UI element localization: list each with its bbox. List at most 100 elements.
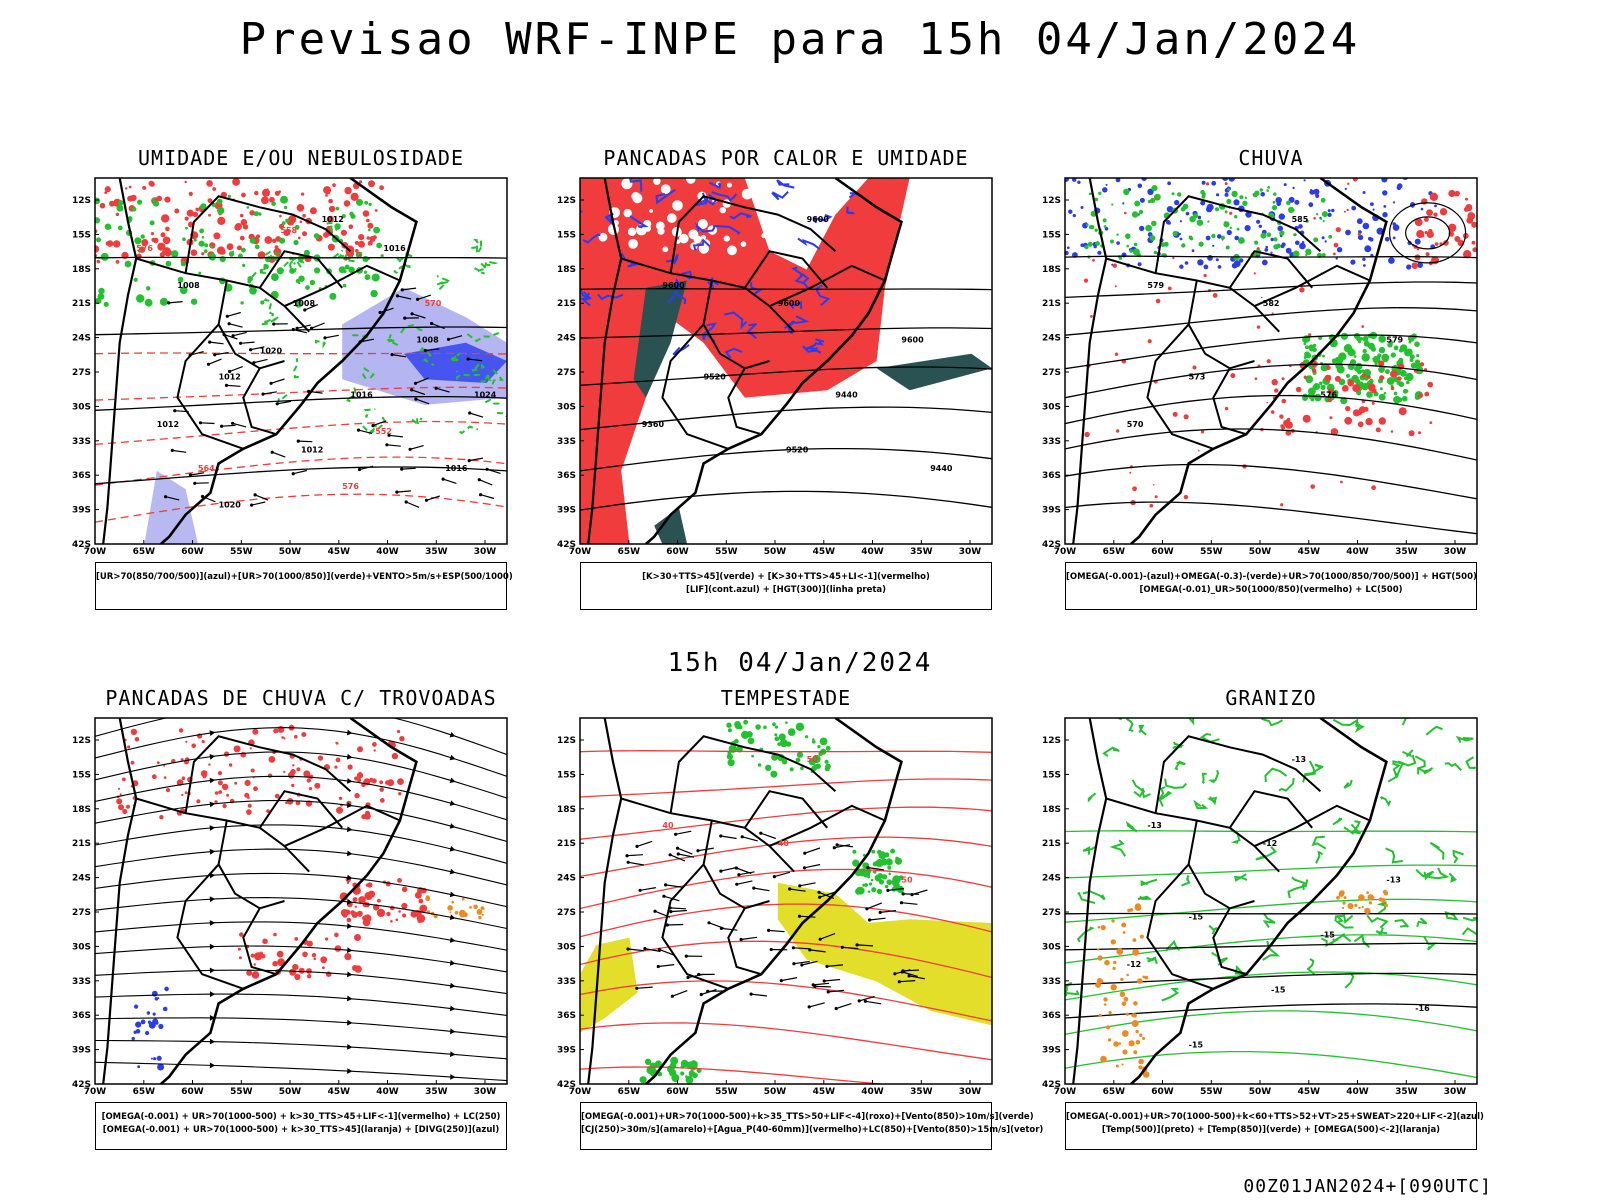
lon-tick-label: 30W xyxy=(959,1087,982,1097)
coastline xyxy=(1130,718,1388,1084)
rain-red xyxy=(1254,377,1258,380)
thunderstorm-red xyxy=(397,729,401,734)
lon-tick-label: 60W xyxy=(666,547,689,557)
omega-orange xyxy=(1104,959,1110,966)
wind-vector-head xyxy=(669,910,673,914)
wind-vector xyxy=(819,932,836,940)
rain-red xyxy=(1333,242,1339,248)
moisture-green xyxy=(136,294,145,303)
moisture-green xyxy=(190,298,198,305)
wind-850-green xyxy=(878,879,885,885)
contour-label: 9440 xyxy=(930,464,953,473)
lifted-index-contour xyxy=(655,188,676,205)
moisture-green xyxy=(305,285,310,290)
temp-850-contour xyxy=(1455,735,1474,744)
moisture-green xyxy=(303,249,310,256)
rain-red xyxy=(1280,424,1284,428)
rain-blue xyxy=(1364,245,1372,253)
thunderstorm-red xyxy=(388,740,392,745)
rain-blue xyxy=(1270,237,1274,242)
coastline xyxy=(1072,718,1108,1084)
temp-850-contour xyxy=(1287,879,1309,899)
rain-green xyxy=(1313,237,1319,243)
wind-vector-head xyxy=(657,948,662,952)
rain-green xyxy=(1180,206,1186,212)
thunderstorm-orange xyxy=(481,907,485,910)
wind-vector xyxy=(397,295,412,300)
wind-vector-head xyxy=(739,937,743,942)
rain-green xyxy=(1336,365,1345,374)
rain-red xyxy=(1286,418,1290,423)
temp-850-contour xyxy=(1402,749,1414,758)
rain-red xyxy=(1418,393,1423,398)
lat-tick-label: 18S xyxy=(557,805,576,815)
wind-vector-head xyxy=(404,500,408,504)
thunderstorm-red xyxy=(292,963,299,971)
wind-vector-head xyxy=(403,316,407,320)
wind-vector-head xyxy=(261,392,265,396)
wind-850-green xyxy=(649,1062,657,1070)
rain-green xyxy=(1134,200,1141,207)
rain-red xyxy=(1327,397,1333,403)
omega-orange xyxy=(1106,1025,1111,1030)
wind-vector-head xyxy=(413,381,418,385)
lifted-index-contour xyxy=(846,206,855,215)
omega-orange xyxy=(1098,1013,1102,1018)
wind-vector xyxy=(415,377,429,384)
divergence-blue xyxy=(147,1020,152,1024)
omega-orange xyxy=(1115,1064,1119,1068)
lon-tick-label: 50W xyxy=(1249,547,1272,557)
rain-blue xyxy=(1434,204,1437,208)
contour-label: 9440 xyxy=(835,391,858,400)
rain-red xyxy=(1154,495,1158,499)
contour-label: 579 xyxy=(1386,336,1403,345)
thunderstorm-red xyxy=(134,737,140,742)
flow-arrow-icon xyxy=(347,995,353,1002)
wind-850-green xyxy=(898,875,904,881)
temp-850-contour xyxy=(1376,901,1387,915)
wind-850-green xyxy=(893,876,898,881)
moisture-red xyxy=(207,198,213,203)
rain-red xyxy=(1092,258,1095,262)
wind-vector xyxy=(448,335,463,340)
rain-red xyxy=(1366,375,1371,379)
lat-tick-label: 36S xyxy=(1042,1011,1061,1021)
omega-orange xyxy=(1110,984,1117,991)
thunderstorm-red xyxy=(163,776,167,779)
thunderstorm-orange xyxy=(459,910,466,918)
rain-blue xyxy=(1295,240,1300,246)
rain-red xyxy=(1330,428,1339,436)
thunderstorm-red xyxy=(419,904,428,913)
wind-vector-head xyxy=(893,972,897,976)
rain-red xyxy=(1266,401,1268,404)
thunderstorm-red xyxy=(252,728,259,735)
wind-vector-head xyxy=(696,849,700,853)
wind-vector-head xyxy=(662,894,666,898)
omega-orange xyxy=(1100,925,1106,931)
rain-green xyxy=(1319,381,1323,386)
wind-vector-head xyxy=(899,901,904,905)
humidity-contour xyxy=(315,339,327,349)
temp-850-contour xyxy=(1161,987,1179,1002)
lat-tick-label: 39S xyxy=(1042,506,1061,516)
rain-blue xyxy=(1327,212,1332,217)
wind-850-green xyxy=(875,859,884,867)
rain-green xyxy=(1397,397,1403,403)
rain-green xyxy=(1393,345,1399,351)
lon-tick-label: 55W xyxy=(715,1087,738,1097)
wind-vector-head xyxy=(296,439,300,443)
wind-vector-head xyxy=(295,326,299,330)
omega-orange xyxy=(1113,1041,1119,1047)
rain-red xyxy=(1439,208,1448,216)
temp-850-contour xyxy=(1264,767,1288,782)
rain-blue xyxy=(1067,246,1070,249)
country-border xyxy=(1212,907,1247,976)
country-border xyxy=(284,264,401,308)
page-title: Previsao WRF-INPE para 15h 04/Jan/2024 xyxy=(239,14,1361,65)
lat-tick-label: 12S xyxy=(72,196,91,206)
lon-tick-label: 70W xyxy=(569,1087,592,1097)
thunderstorm-red xyxy=(313,957,317,961)
wind-vector-head xyxy=(239,341,243,345)
moisture-red xyxy=(279,214,282,218)
